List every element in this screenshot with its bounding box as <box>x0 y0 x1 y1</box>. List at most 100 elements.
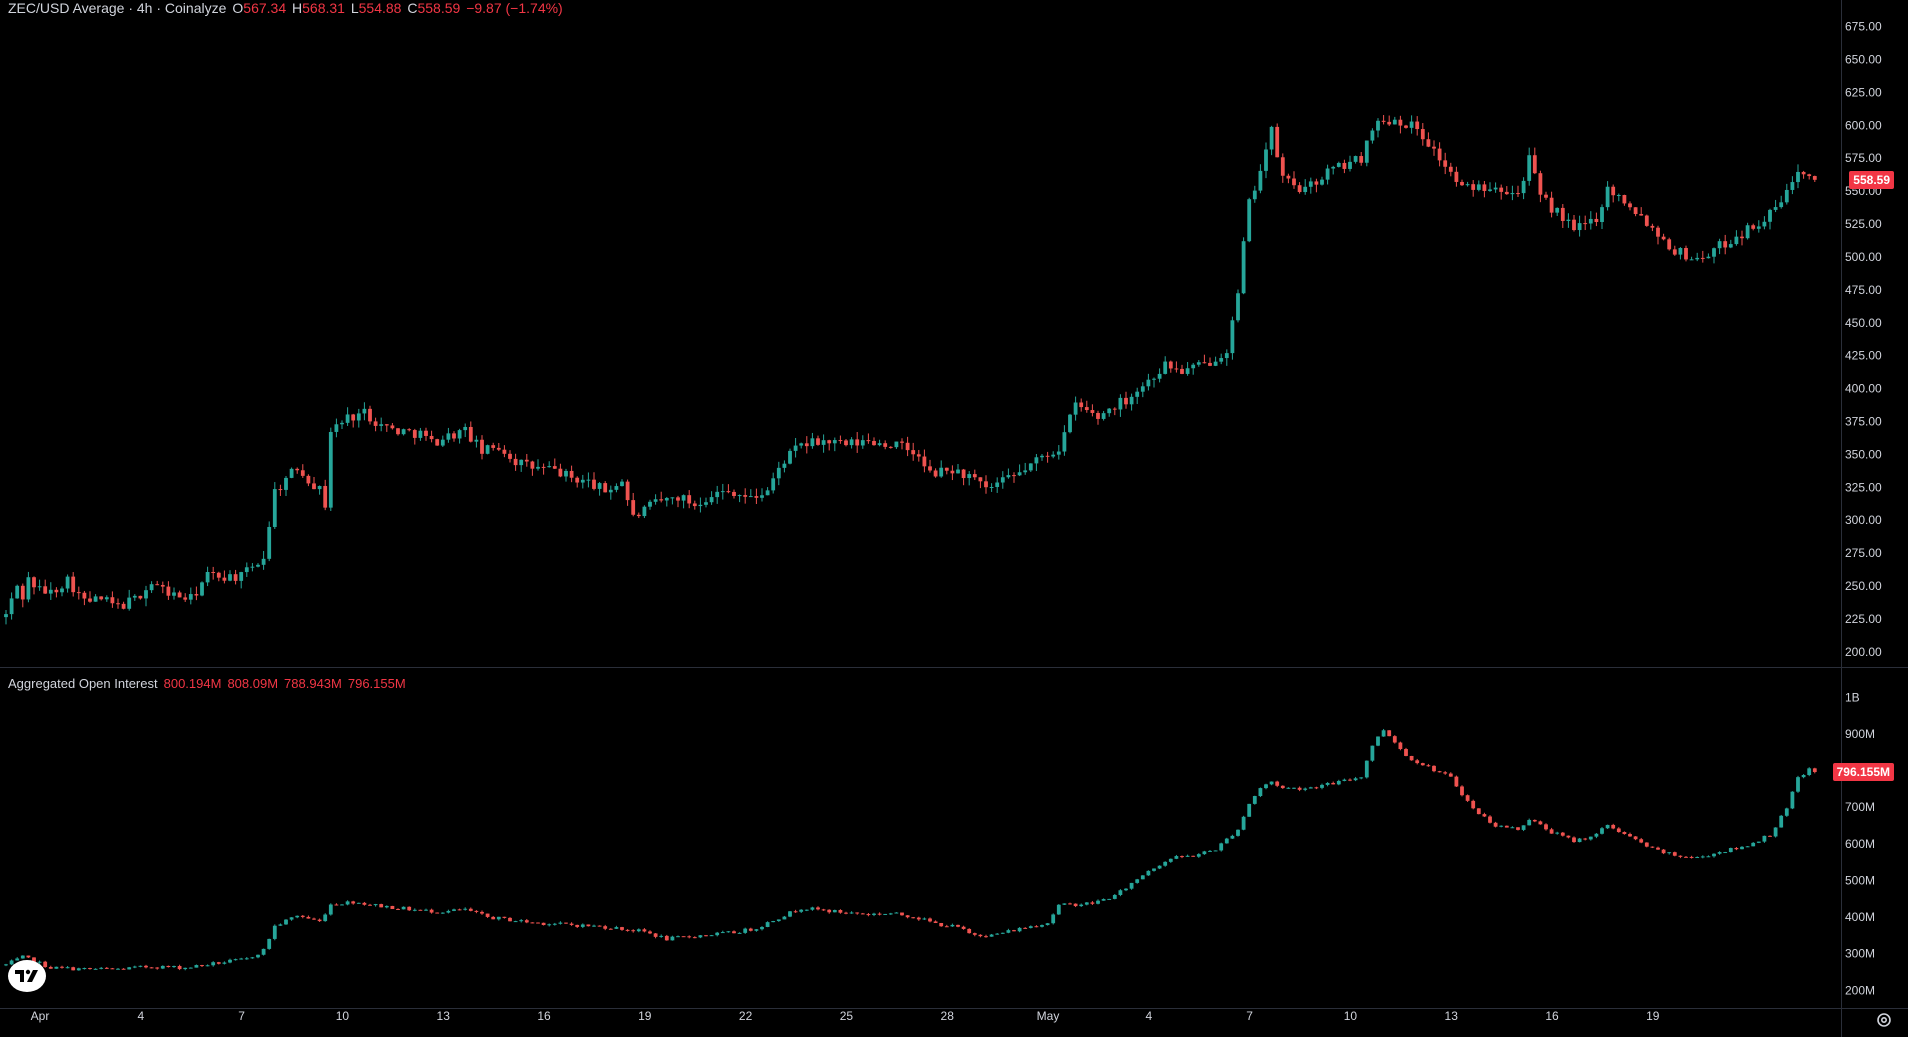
price-candle <box>463 423 468 438</box>
oi-candle <box>429 908 434 914</box>
price-candle <box>883 440 888 450</box>
oi-candle <box>1191 855 1196 857</box>
price-tick-label: 575.00 <box>1845 151 1882 165</box>
price-candle <box>989 483 994 492</box>
oi-candle <box>1807 767 1812 777</box>
oi-candle <box>810 906 815 911</box>
oi-candle <box>1017 927 1022 933</box>
price-candle <box>1308 177 1313 194</box>
oi-candle <box>1090 901 1095 905</box>
oi-candle <box>452 908 456 912</box>
price-candle <box>155 580 160 586</box>
price-candle <box>1387 115 1392 127</box>
price-candle <box>194 586 199 601</box>
price-candle <box>1471 180 1476 197</box>
oi-candle <box>1180 855 1184 859</box>
price-candle <box>580 474 585 489</box>
price-candle <box>855 431 860 453</box>
price-candle <box>144 585 148 607</box>
oi-candle <box>1028 925 1033 929</box>
price-candle <box>1796 164 1800 189</box>
oi-candle <box>1107 898 1112 900</box>
oi-candle <box>424 908 428 911</box>
oi-candle <box>463 907 468 911</box>
oi-candle <box>188 967 193 969</box>
price-legend: ZEC/USD Average · 4h · Coinalyze O567.34… <box>8 0 563 16</box>
oi-candle <box>715 931 720 937</box>
close-value: 558.59 <box>417 0 461 16</box>
price-candle <box>239 571 244 589</box>
price-candle <box>788 448 792 465</box>
oi-candle <box>541 922 546 926</box>
price-tick-label: 250.00 <box>1845 579 1882 593</box>
oi-candle <box>928 917 932 923</box>
price-candle <box>860 435 865 449</box>
oi-candle <box>1236 829 1240 837</box>
oi-candle <box>631 929 636 933</box>
price-candle <box>1734 230 1739 246</box>
price-candle <box>1656 225 1660 245</box>
price-candle <box>1678 247 1683 260</box>
oi-candle <box>1622 831 1627 835</box>
price-candle <box>513 453 518 471</box>
price-candle <box>1661 233 1666 241</box>
price-candle <box>284 476 288 496</box>
price-candle <box>1437 142 1442 167</box>
price-candle <box>670 497 675 505</box>
price-candle <box>1454 166 1459 187</box>
price-candle <box>905 436 910 457</box>
price-candle <box>334 418 339 438</box>
oi-candle <box>88 967 92 970</box>
price-candle <box>82 590 87 606</box>
price-candle <box>636 512 641 519</box>
oi-candle <box>149 967 154 969</box>
oi-candle <box>692 936 697 939</box>
oi-candle <box>1168 858 1173 863</box>
oi-candle <box>1779 814 1784 828</box>
price-candle <box>340 420 344 430</box>
oi-candle <box>552 922 557 926</box>
oi-candle <box>614 925 619 929</box>
price-candle <box>1376 118 1380 138</box>
oi-candle <box>1118 889 1123 897</box>
oi-candle <box>804 909 809 912</box>
oi-candle <box>1308 786 1313 789</box>
oi-tick-label: 500M <box>1845 873 1875 887</box>
price-candle <box>1000 471 1005 489</box>
oi-candle <box>1527 818 1532 826</box>
price-candle <box>1028 463 1033 472</box>
oi-candle <box>1504 825 1509 828</box>
price-candle <box>1628 201 1632 211</box>
oi-candle <box>1566 835 1571 839</box>
price-candle <box>1812 175 1817 183</box>
oi-candle <box>1124 888 1128 892</box>
oi-candle <box>1476 808 1481 815</box>
oi-candle <box>620 926 624 931</box>
oi-candle <box>872 912 876 917</box>
oi-candle <box>788 911 792 918</box>
tradingview-logo-icon[interactable] <box>8 960 46 992</box>
oi-candle <box>530 922 535 924</box>
price-tick-label: 350.00 <box>1845 447 1882 461</box>
oi-candle <box>508 917 512 922</box>
price-candle <box>222 570 227 584</box>
price-candle <box>474 435 479 448</box>
price-candle <box>508 450 512 463</box>
gear-icon[interactable] <box>1874 1010 1894 1030</box>
price-candle <box>1219 353 1224 365</box>
price-candle <box>1544 191 1548 200</box>
price-candle <box>1488 182 1492 192</box>
oi-title[interactable]: Aggregated Open Interest <box>8 676 158 691</box>
price-candle <box>659 491 664 503</box>
oi-candle <box>496 916 501 921</box>
oi-candle <box>1420 762 1425 766</box>
symbol-title[interactable]: ZEC/USD Average · 4h · Coinalyze <box>8 0 227 16</box>
price-candle <box>160 581 165 594</box>
oi-legend: Aggregated Open Interest 800.194M 808.09… <box>8 676 406 691</box>
price-candle <box>1605 181 1610 211</box>
oi-candle <box>687 935 692 939</box>
price-candle <box>586 472 591 488</box>
oi-candle <box>1555 831 1560 835</box>
